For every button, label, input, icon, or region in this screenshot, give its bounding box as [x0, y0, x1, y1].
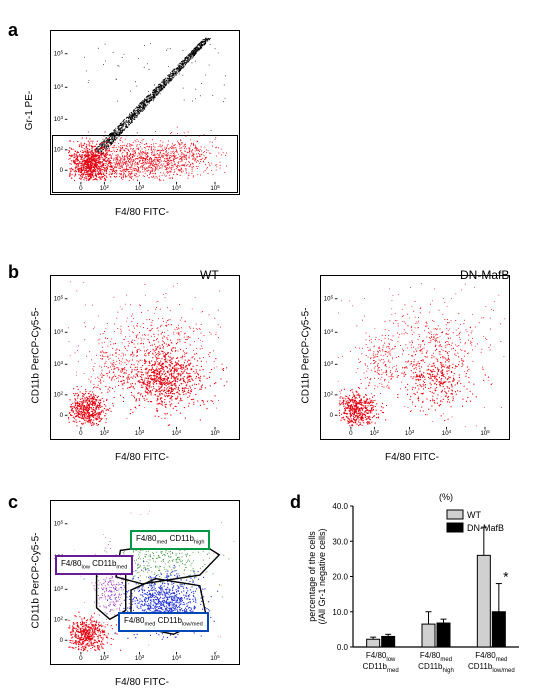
- gate-label-blue: F4/80med CD11blow/med: [118, 612, 209, 632]
- plot-a-ylabel: Gr-1 PE-: [24, 91, 35, 130]
- gate-label-green: F4/80med CD11bhigh: [130, 530, 210, 550]
- panel-d-label: d: [290, 492, 301, 513]
- plot-a: 01021031041050102103104105: [50, 30, 240, 195]
- plot-b-wt: 01021031041050102103104105: [50, 275, 240, 440]
- plot-d: 0.010.020.030.040.0(%)percentage of the …: [305, 488, 525, 683]
- gate-a: [52, 135, 238, 193]
- plot-b-dn-xlabel: F4/80 FITC-: [385, 452, 439, 463]
- svg-text:104: 104: [54, 83, 64, 92]
- plot-c: 01021031041050102103104105: [50, 500, 240, 665]
- plot-a-xlabel: F4/80 FITC-: [115, 207, 169, 218]
- plot-b-dn-ylabel: CD11b PerCP-Cy5-5-: [300, 308, 311, 404]
- plot-b-dn: 01021031041050102103104105: [320, 275, 510, 440]
- plot-b-dn-title: DN-MafB: [460, 268, 509, 282]
- panel-c-label: c: [8, 492, 18, 513]
- panel-b-label: b: [8, 262, 19, 283]
- plot-b-wt-title: WT: [200, 268, 219, 282]
- gate-label-purple: F4/80low CD11bmed: [55, 555, 133, 575]
- svg-text:103: 103: [54, 115, 64, 123]
- panel-a-label: a: [8, 20, 18, 41]
- plot-b-wt-xlabel: F4/80 FITC-: [115, 452, 169, 463]
- plot-b-wt-ylabel: CD11b PerCP-Cy5-5-: [30, 308, 41, 404]
- plot-c-ylabel: CD11b PerCP-Cy5-5-: [30, 533, 41, 629]
- plot-c-xlabel: F4/80 FITC-: [115, 677, 169, 688]
- svg-text:105: 105: [54, 49, 64, 58]
